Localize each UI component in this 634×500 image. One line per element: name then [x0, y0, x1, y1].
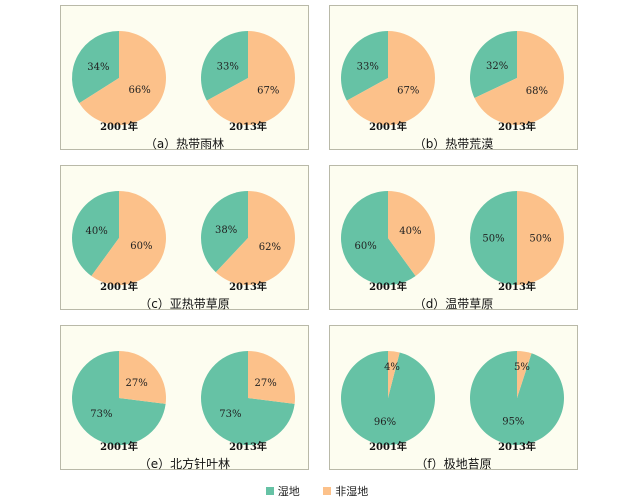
pie-slice-nonwetland [388, 191, 435, 277]
pies-svg: 96% 4% 2001年 95% 5% 2013年 [341, 351, 564, 453]
legend-swatch-wetland [265, 487, 274, 495]
data-label-nonwetland: 40% [399, 226, 421, 237]
pie-slice-wetland [341, 31, 388, 101]
data-label-wetland: 60% [355, 241, 377, 252]
pie-slice-wetland [72, 31, 119, 104]
legend-label-nonwetland: 非湿地 [335, 485, 369, 498]
panel-caption: （b）热带荒漠 [413, 137, 494, 151]
pies-svg: 33% 67% 2001年 32% 68% 2013年 [341, 31, 564, 133]
pies-svg: 34% 66% 2001年 33% 67% 2013年 [72, 31, 295, 133]
pie-slice-wetland [201, 191, 248, 273]
data-label-wetland: 73% [90, 409, 112, 420]
data-label-nonwetland: 62% [259, 242, 281, 253]
pie-slice-wetland [71, 351, 166, 445]
pie-year-label: 2001年 [369, 120, 407, 133]
pie-slice-nonwetland [517, 351, 532, 398]
pies-svg: 60% 40% 2001年 50% 50% 2013年 [340, 191, 564, 293]
data-label-wetland: 96% [374, 417, 396, 428]
panel-f: 96% 4% 2001年 95% 5% 2013年 （f）极地苔原 [329, 325, 578, 471]
panel-a: 34% 66% 2001年 33% 67% 2013年 （a）热带雨林 [60, 5, 309, 151]
pie-slice-wetland [72, 191, 119, 277]
pie-year-label: 2013年 [498, 120, 536, 133]
legend-item-nonwetland: 非湿地 [323, 483, 368, 499]
data-label-nonwetland: 27% [126, 378, 148, 389]
data-label-nonwetland: 27% [255, 378, 277, 389]
panel-caption: （e）北方针叶林 [138, 457, 231, 471]
legend-swatch-nonwetland [323, 487, 332, 495]
pie-slice-nonwetland [119, 351, 166, 404]
pie-slice-nonwetland [248, 351, 295, 404]
data-label-wetland: 32% [486, 61, 508, 72]
pie-year-label: 2001年 [369, 280, 407, 293]
panel-caption: （f）极地苔原 [415, 457, 492, 471]
data-label-nonwetland: 67% [397, 85, 419, 96]
pie-slice-nonwetland [474, 31, 564, 125]
data-label-nonwetland: 68% [526, 86, 548, 97]
pie-slice-wetland [470, 31, 517, 99]
panel-c: 40% 60% 2001年 38% 62% 2013年 （c）亚热带草原 [60, 165, 309, 311]
panel-d: 60% 40% 2001年 50% 50% 2013年 （d）温带草原 [329, 165, 578, 311]
pie-slice-nonwetland [206, 31, 295, 125]
data-label-nonwetland: 66% [128, 85, 150, 96]
pie-slice-nonwetland [346, 31, 435, 126]
pie-slice-nonwetland [388, 351, 400, 398]
data-label-wetland: 73% [219, 409, 241, 420]
data-label-nonwetland: 60% [130, 241, 152, 252]
pie-year-label: 2013年 [229, 440, 267, 453]
panel-caption: （c）亚热带草原 [139, 297, 230, 311]
data-label-nonwetland: 67% [257, 85, 279, 96]
pie-year-label: 2001年 [100, 120, 138, 133]
pie-slice-nonwetland [517, 191, 564, 285]
pies-svg: 73% 27% 2001年 73% 27% 2013年 [71, 351, 295, 453]
data-label-wetland: 50% [482, 234, 504, 245]
pie-year-label: 2001年 [100, 440, 138, 453]
pie-slice-nonwetland [79, 31, 166, 126]
pie-year-label: 2001年 [100, 280, 138, 293]
pie-slice-nonwetland [91, 191, 167, 285]
pie-slice-wetland [470, 191, 517, 285]
legend: 湿地 非湿地 [0, 483, 634, 499]
panel-caption: （d）温带草原 [413, 297, 494, 311]
data-label-wetland: 33% [357, 62, 379, 73]
pie-year-label: 2013年 [498, 280, 536, 293]
legend-item-wetland: 湿地 [265, 483, 300, 499]
panel-e: 73% 27% 2001年 73% 27% 2013年 （e）北方针叶林 [60, 325, 309, 471]
pie-slice-wetland [200, 31, 248, 101]
data-label-wetland: 95% [502, 417, 524, 428]
data-label-nonwetland: 4% [384, 362, 400, 373]
panel-b: 33% 67% 2001年 32% 68% 2013年 （b）热带荒漠 [329, 5, 578, 151]
pie-slice-nonwetland [215, 191, 295, 285]
data-label-nonwetland: 50% [529, 234, 551, 245]
panel-caption: （a）热带雨林 [144, 137, 225, 151]
data-label-wetland: 40% [86, 226, 108, 237]
pies-svg: 40% 60% 2001年 38% 62% 2013年 [72, 191, 295, 293]
data-label-wetland: 38% [215, 225, 237, 236]
pie-slice-wetland [340, 191, 416, 285]
legend-label-wetland: 湿地 [277, 485, 300, 498]
pie-year-label: 2001年 [369, 440, 407, 453]
pie-year-label: 2013年 [498, 440, 536, 453]
data-label-wetland: 34% [87, 62, 109, 73]
pie-year-label: 2013年 [229, 120, 267, 133]
data-label-nonwetland: 5% [514, 362, 530, 373]
data-label-wetland: 33% [217, 62, 239, 73]
pie-slice-wetland [200, 351, 295, 445]
pie-year-label: 2013年 [229, 280, 267, 293]
